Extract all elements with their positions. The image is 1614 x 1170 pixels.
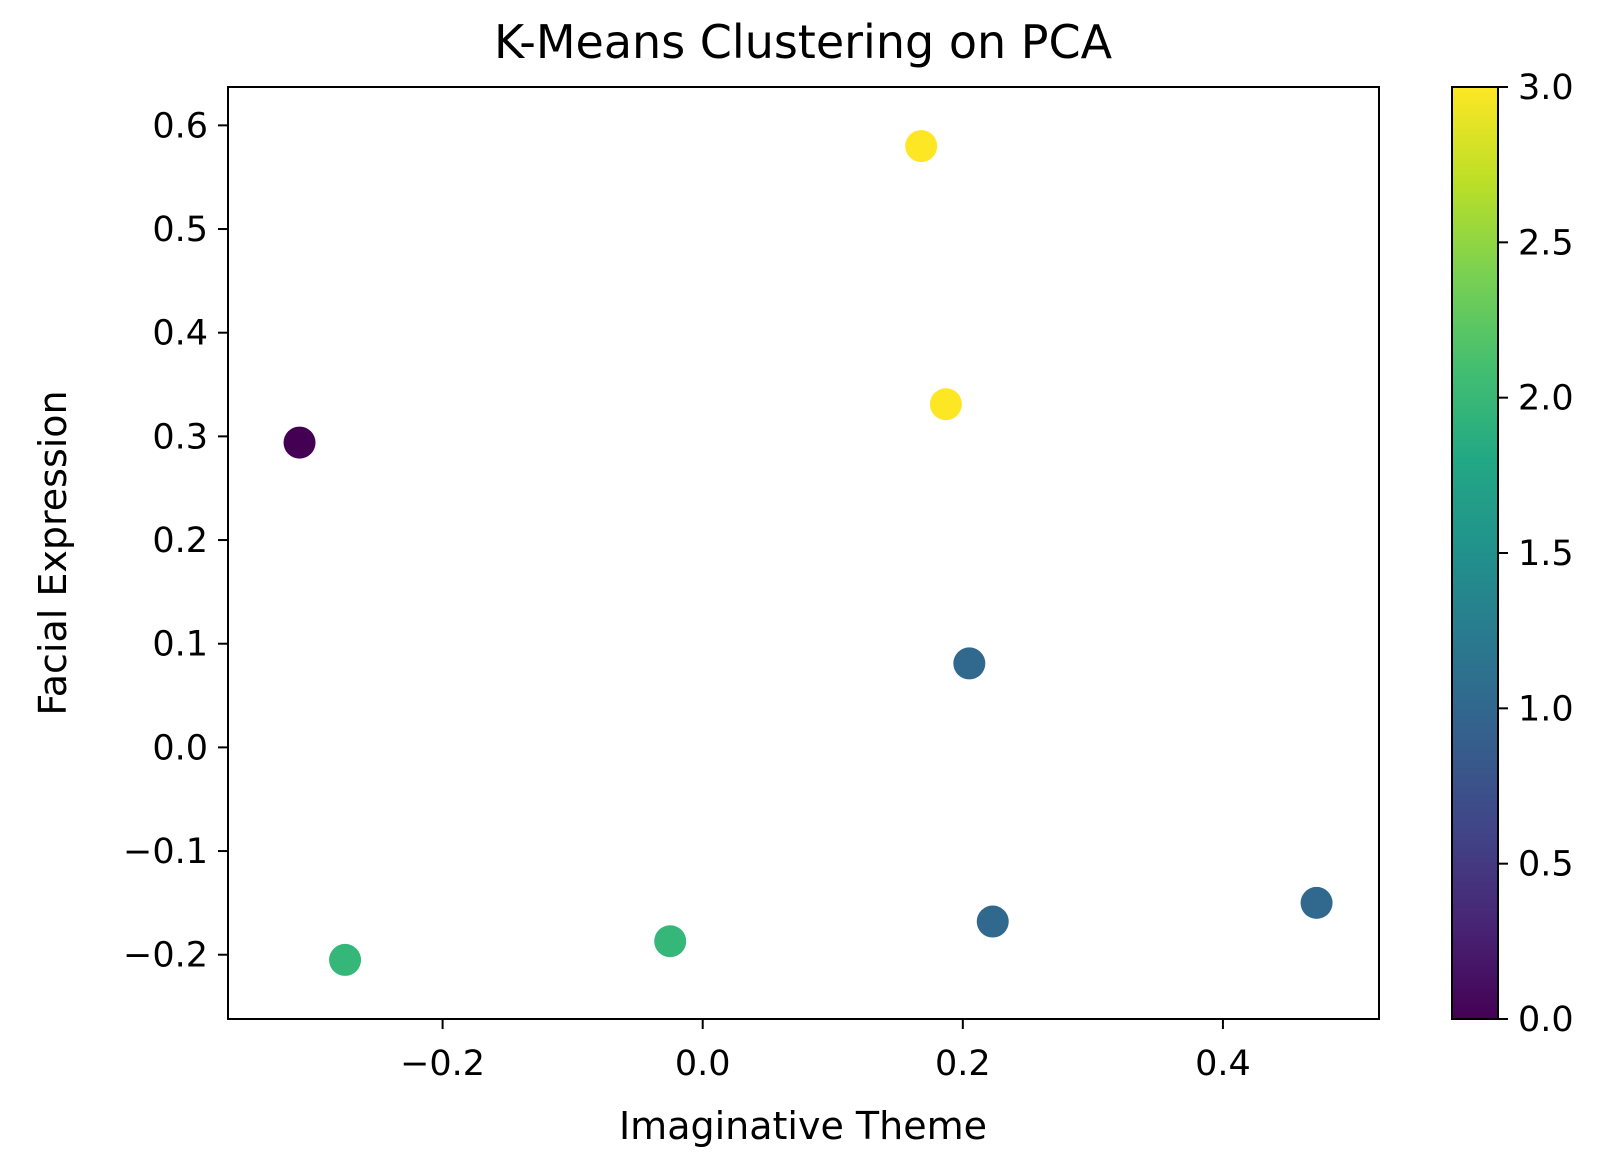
colorbar-gradient xyxy=(1451,86,1499,1020)
scatter-point-2 xyxy=(654,925,687,958)
y-tick-label: 0.4 xyxy=(152,314,208,354)
y-tick-label: −0.2 xyxy=(123,936,208,976)
scatter-point-0 xyxy=(283,426,316,459)
colorbar-tick-label: 0.0 xyxy=(1518,1000,1574,1040)
y-axis-label: Facial Expression xyxy=(31,390,75,715)
colorbar-tick-label: 3.0 xyxy=(1518,68,1574,108)
scatter-point-4 xyxy=(929,388,962,421)
scatter-point-6 xyxy=(976,905,1009,938)
y-tick-label: 0.0 xyxy=(152,728,208,768)
x-axis-ticks: −0.2 0.0 0.2 0.4 xyxy=(400,1019,1251,1084)
colorbar-tick-label: 2.5 xyxy=(1518,223,1574,263)
x-tick-label: 0.4 xyxy=(1195,1044,1251,1084)
plot-area xyxy=(283,130,1333,976)
colorbar-tick-label: 1.0 xyxy=(1518,689,1574,729)
colorbar-ticks: 0.0 0.5 1.0 1.5 2.0 2.5 3.0 xyxy=(1498,68,1574,1040)
x-tick-label: −0.2 xyxy=(400,1044,485,1084)
y-tick-label: 0.5 xyxy=(152,210,208,250)
y-axis-ticks: −0.2 −0.1 0.0 0.1 0.2 0.3 0.4 0.5 0.6 xyxy=(123,106,228,976)
y-tick-label: 0.6 xyxy=(152,106,208,146)
chart-title: K-Means Clustering on PCA xyxy=(494,15,1113,69)
y-tick-label: 0.1 xyxy=(152,625,208,665)
axes-frame xyxy=(227,86,1380,1020)
scatter-point-3 xyxy=(905,130,938,163)
x-axis-label: Imaginative Theme xyxy=(619,1104,987,1148)
x-tick-label: 0.0 xyxy=(675,1044,731,1084)
scatter-point-1 xyxy=(329,943,362,976)
scatter-point-7 xyxy=(1300,886,1333,919)
scatter-point-5 xyxy=(953,647,986,680)
y-tick-label: 0.3 xyxy=(152,417,208,457)
colorbar-tick-label: 2.0 xyxy=(1518,379,1574,419)
colorbar: 0.0 0.5 1.0 1.5 2.0 2.5 3.0 xyxy=(1451,68,1574,1040)
x-tick-label: 0.2 xyxy=(935,1044,991,1084)
colorbar-tick-label: 0.5 xyxy=(1518,845,1574,885)
y-tick-label: 0.2 xyxy=(152,521,208,561)
colorbar-tick-label: 1.5 xyxy=(1518,534,1574,574)
y-tick-label: −0.1 xyxy=(123,832,208,872)
